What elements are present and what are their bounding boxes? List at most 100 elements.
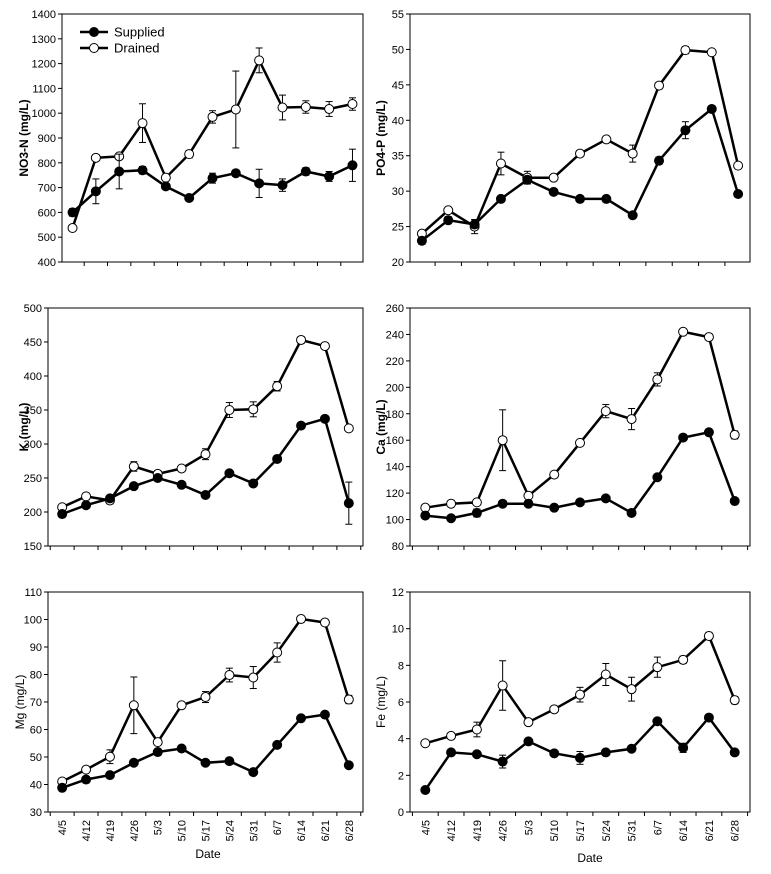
data-point-drained [81, 491, 92, 502]
y-tick-label: 30 [30, 807, 42, 819]
plot-frame [409, 13, 751, 263]
data-point-supplied [343, 498, 354, 509]
data-point-drained [248, 672, 259, 683]
y-tick-label: 70 [30, 697, 42, 709]
x-tick-label: 5/31 [248, 820, 260, 841]
y-tick-label: 40 [392, 115, 404, 127]
data-point-drained [678, 326, 689, 337]
data-point-supplied [652, 472, 663, 483]
data-point-supplied [549, 502, 560, 513]
data-point-drained [626, 414, 637, 425]
data-point-drained [703, 332, 714, 343]
y-tick-label: 1100 [32, 83, 56, 95]
data-point-supplied [152, 747, 163, 758]
data-point-drained [652, 374, 663, 385]
data-point-supplied [549, 748, 560, 759]
data-point-drained [446, 730, 457, 741]
series-line-supplied [61, 713, 350, 789]
data-point-supplied [324, 171, 335, 182]
x-tick-label: 6/7 [272, 820, 284, 835]
data-point-drained [277, 102, 288, 113]
data-point-drained [81, 764, 92, 775]
data-point-supplied [471, 507, 482, 518]
data-point-drained [207, 111, 218, 122]
data-point-supplied [420, 785, 431, 795]
data-point-supplied [272, 739, 283, 750]
data-point-supplied [137, 165, 148, 176]
y-tick-label: 20 [392, 257, 404, 269]
y-axis-label: Fe (mg/L) [374, 676, 388, 728]
data-point-drained [319, 617, 330, 628]
y-tick-label: 400 [38, 257, 56, 269]
y-tick-label: 200 [386, 382, 404, 394]
data-point-supplied [575, 193, 585, 204]
legend: Supplied Drained [80, 25, 165, 56]
data-point-supplied [67, 207, 78, 218]
y-tick-label: 40 [30, 780, 42, 792]
y-tick-label: 120 [386, 488, 404, 500]
data-point-drained [575, 437, 585, 448]
y-tick-label: 140 [386, 462, 404, 474]
y-tick-label: 110 [24, 587, 42, 599]
data-point-supplied [128, 481, 139, 492]
data-point-drained [152, 737, 163, 748]
data-point-drained [729, 695, 740, 706]
data-point-supplied [81, 774, 92, 785]
x-tick-label: 5/3 [153, 820, 165, 835]
x-tick-label: 6/14 [296, 820, 308, 841]
data-point-drained [600, 669, 611, 680]
data-point-supplied [224, 468, 235, 479]
data-point-supplied [272, 453, 283, 464]
x-tick-label: 4/26 [498, 820, 510, 841]
y-tick-label: 200 [24, 507, 42, 519]
data-point-supplied [652, 716, 663, 727]
data-point-drained [471, 724, 482, 735]
data-point-supplied [248, 478, 259, 489]
data-point-supplied [207, 173, 218, 184]
data-point-supplied [319, 413, 330, 424]
legend-drained-marker [89, 43, 99, 53]
data-point-drained [128, 461, 139, 472]
y-tick-label: 100 [24, 615, 42, 627]
x-tick-label: 6/14 [678, 820, 690, 841]
data-point-supplied [343, 760, 354, 771]
y-tick-label: 220 [386, 356, 404, 368]
data-point-supplied [160, 181, 171, 192]
y-tick-label: 800 [38, 158, 56, 170]
y-tick-label: 6 [398, 697, 404, 709]
data-point-supplied [57, 782, 68, 793]
y-tick-label: 80 [30, 670, 42, 682]
y-tick-label: 400 [24, 371, 42, 383]
x-tick-label: 4/12 [446, 820, 458, 841]
chart-6: 0 2 4 6 8 10 12 4/5 4/12 4/19 4/26 5/3 5/10 5/17 5/24 5… [374, 587, 751, 841]
legend-supplied-marker [89, 27, 99, 37]
y-tick-label: 45 [392, 80, 404, 92]
x-tick-label: 5/10 [177, 820, 189, 841]
data-point-drained [319, 341, 330, 352]
series-line-drained [71, 57, 353, 229]
data-point-supplied [601, 193, 612, 204]
data-point-supplied [626, 507, 637, 518]
data-point-drained [184, 149, 195, 160]
data-point-drained [626, 684, 637, 695]
y-tick-label: 50 [30, 752, 42, 764]
y-tick-label: 80 [392, 541, 404, 553]
y-tick-label: 700 [38, 183, 56, 195]
x-tick-label: 4/19 [472, 820, 484, 841]
data-point-supplied [626, 743, 637, 754]
x-tick-label: 5/3 [523, 820, 535, 835]
data-point-drained [300, 102, 311, 112]
series-line-drained [421, 48, 740, 235]
data-point-supplied [300, 166, 311, 177]
y-tick-label: 1300 [32, 34, 56, 46]
data-point-supplied [469, 219, 480, 230]
data-point-drained [733, 160, 744, 171]
data-point-drained [678, 654, 689, 665]
data-point-drained [137, 118, 148, 129]
y-tick-label: 50 [392, 44, 404, 56]
data-point-supplied [600, 493, 611, 504]
x-tick-label: 6/28 [730, 820, 742, 841]
data-point-supplied [680, 125, 691, 136]
chart-2: 20 25 30 35 40 45 50 55 PO4-P (mg/L) [374, 9, 751, 269]
y-tick-label: 900 [38, 133, 56, 145]
